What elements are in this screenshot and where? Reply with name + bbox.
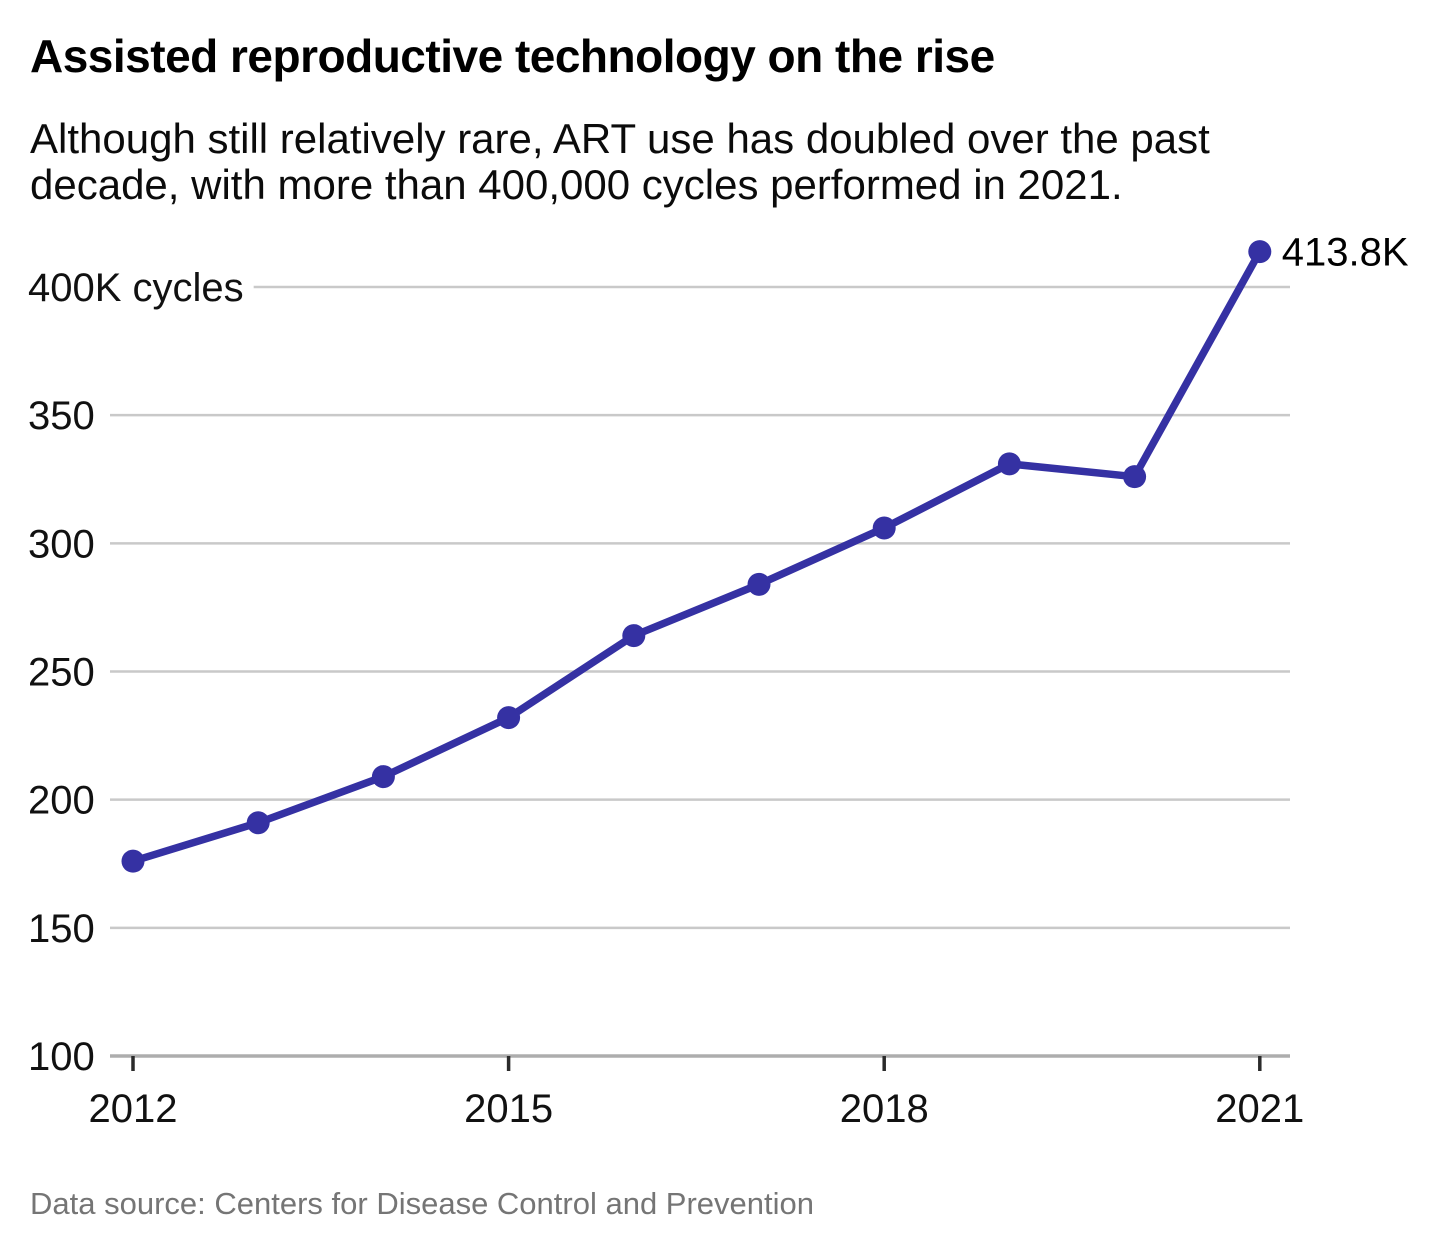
chart-subtitle: Although still relatively rare, ART use … [30,115,1210,208]
data-point [997,452,1021,476]
data-point [497,706,521,730]
x-tick-label: 2018 [840,1087,929,1131]
x-tick-label: 2015 [464,1087,553,1131]
data-line [129,247,1264,865]
y-tick-label: 150 [28,907,95,951]
data-point [371,765,395,789]
y-tick-label: 300 [28,522,95,566]
data-point [747,572,771,596]
data-point [622,624,646,648]
y-tick-label: 350 [28,394,95,438]
data-point [1248,240,1272,264]
data-source-note: Data source: Centers for Disease Control… [30,1186,815,1221]
x-tick-label: 2021 [1215,1087,1304,1131]
data-point [872,516,896,540]
chart-title: Assisted reproductive technology on the … [30,30,995,82]
y-tick-label: 100 [28,1035,95,1079]
y-tick-label: 400K cycles [28,266,244,310]
data-point [246,811,270,835]
y-tick-label: 200 [28,779,95,823]
y-tick-label: 250 [28,651,95,695]
x-tick-label: 2012 [89,1087,178,1131]
last-value-label: 413.8K [1282,231,1409,275]
data-point [121,849,145,873]
data-point [1123,465,1147,489]
